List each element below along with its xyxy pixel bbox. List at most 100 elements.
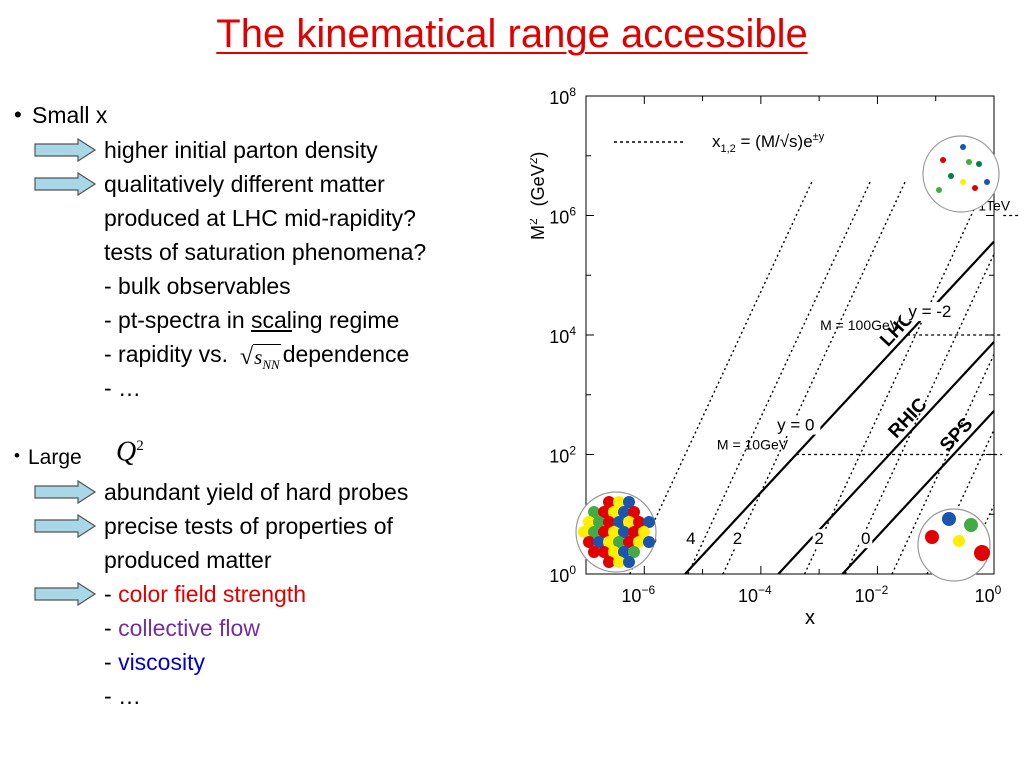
mass-label: M = 100GeV — [820, 317, 900, 333]
parton-dot — [613, 536, 625, 548]
parton-dot — [643, 516, 655, 528]
legend-formula: x1,2 = (M/√s)e±y — [712, 131, 825, 155]
rapidity-label-bg — [812, 529, 826, 549]
line-6-underlined: scal — [251, 307, 292, 333]
slide-title: The kinematical range accessible — [216, 12, 808, 56]
parton-dot — [633, 536, 645, 548]
parton-dot — [613, 496, 625, 508]
large-q-line-4: - color field strength — [104, 580, 306, 608]
q-symbol: Q — [116, 436, 137, 468]
parton-dot — [960, 179, 966, 185]
large-q-line-2: precise tests of properties of — [104, 513, 393, 539]
rapidity-line — [891, 354, 995, 575]
parton-blob — [922, 135, 1000, 213]
small-x-line-5: - bulk observables — [104, 273, 291, 299]
parton-dot — [638, 526, 650, 538]
q-squared: Q2 — [116, 432, 144, 466]
parton-dot — [623, 536, 635, 548]
large-q-line-3: produced matter — [104, 547, 272, 573]
y-tick-labels: 100 102 104 106 108 — [549, 85, 576, 586]
parton-dot — [593, 516, 605, 528]
collective-flow: collective flow — [118, 615, 260, 641]
y-axis-label: M2(GeV2) — [530, 152, 548, 240]
small-x-line-1: higher initial parton density — [104, 137, 378, 163]
q-exp: 2 — [136, 438, 144, 454]
small-x-line-7: - rapidity vs. √sNN dependence — [104, 340, 409, 377]
parton-dot — [643, 536, 655, 548]
text-panel: • Small x higher initial parton density … — [14, 102, 426, 709]
parton-dot — [948, 173, 954, 179]
line-6-pre: - pt-spectra in — [104, 307, 251, 333]
y-tick-label: 106 — [549, 205, 576, 228]
x-tick-label: 10−2 — [855, 583, 889, 606]
line-6-post: ing regime — [291, 307, 400, 333]
parton-dot — [603, 556, 615, 568]
color-field-strength: color field strength — [118, 581, 306, 607]
right-arrow-icon — [34, 582, 96, 606]
rapidity-label: y = -2 — [908, 302, 951, 321]
parton-dot — [598, 526, 610, 538]
y-tick-label: 104 — [549, 324, 576, 347]
parton-dot — [984, 179, 990, 185]
rapidity-label-bg — [684, 529, 698, 549]
parton-dot — [608, 526, 620, 538]
parton-dot — [953, 535, 965, 547]
parton-dot — [578, 526, 590, 538]
parton-dot — [960, 144, 966, 150]
parton-dot — [633, 516, 645, 528]
sqrt-sub: NN — [262, 357, 280, 373]
small-x-heading: Small x — [32, 102, 108, 128]
rapidity-label: 2 — [733, 529, 742, 548]
parton-dot — [972, 185, 978, 191]
parton-dot — [613, 556, 625, 568]
parton-dot — [603, 496, 615, 508]
parton-dot — [593, 536, 605, 548]
parton-dot — [623, 516, 635, 528]
right-arrow-icon — [34, 514, 96, 538]
bullet: • — [14, 446, 20, 465]
large-q-line-1: abundant yield of hard probes — [104, 479, 409, 505]
rapidity-line — [844, 253, 995, 575]
x-tick-label: 10−6 — [621, 583, 655, 606]
rapidity-label: 2 — [814, 529, 823, 548]
y-tick-label: 100 — [549, 563, 576, 586]
rapidity-label-bg — [900, 302, 959, 322]
sqrt-snn: √sNN — [240, 342, 281, 379]
dash: - — [104, 581, 119, 607]
parton-dot — [583, 516, 595, 528]
parton-dot — [588, 526, 600, 538]
rapidity-label-bg — [771, 415, 821, 435]
parton-dot — [608, 546, 620, 558]
parton-dot — [603, 536, 615, 548]
x-tick-label: 100 — [975, 583, 1002, 606]
large-q-heading: Large — [28, 446, 82, 469]
large-q-line-6: - viscosity — [104, 648, 205, 676]
line-7-pre: - rapidity vs. — [104, 341, 228, 367]
parton-dot — [588, 506, 600, 518]
parton-dot — [628, 526, 640, 538]
parton-dot — [974, 545, 990, 561]
parton-dot — [925, 530, 939, 544]
parton-dot — [628, 506, 640, 518]
parton-dot — [936, 187, 942, 193]
rapidity-label: 0 — [861, 529, 870, 548]
parton-dot — [618, 506, 630, 518]
parton-dot — [964, 518, 978, 532]
large-q-line-5: - collective flow — [104, 614, 260, 642]
right-arrow-icon — [34, 138, 96, 162]
sqrt-radicand: sNN — [253, 344, 281, 373]
sqrt-var: s — [254, 345, 263, 369]
parton-dot — [940, 157, 946, 163]
rapidity-label: 4 — [686, 529, 695, 548]
accelerator-line — [684, 240, 995, 575]
parton-blobs — [575, 135, 1000, 582]
x-tick-label: 10−4 — [738, 583, 772, 606]
parton-dot — [618, 526, 630, 538]
y-tick-label: 108 — [549, 85, 576, 108]
bullet: • — [14, 102, 22, 127]
dash: - — [104, 615, 119, 641]
parton-dot — [583, 536, 595, 548]
parton-dot — [623, 556, 635, 568]
rapidity-label: y = 0 — [777, 416, 814, 435]
parton-dot — [976, 161, 982, 167]
